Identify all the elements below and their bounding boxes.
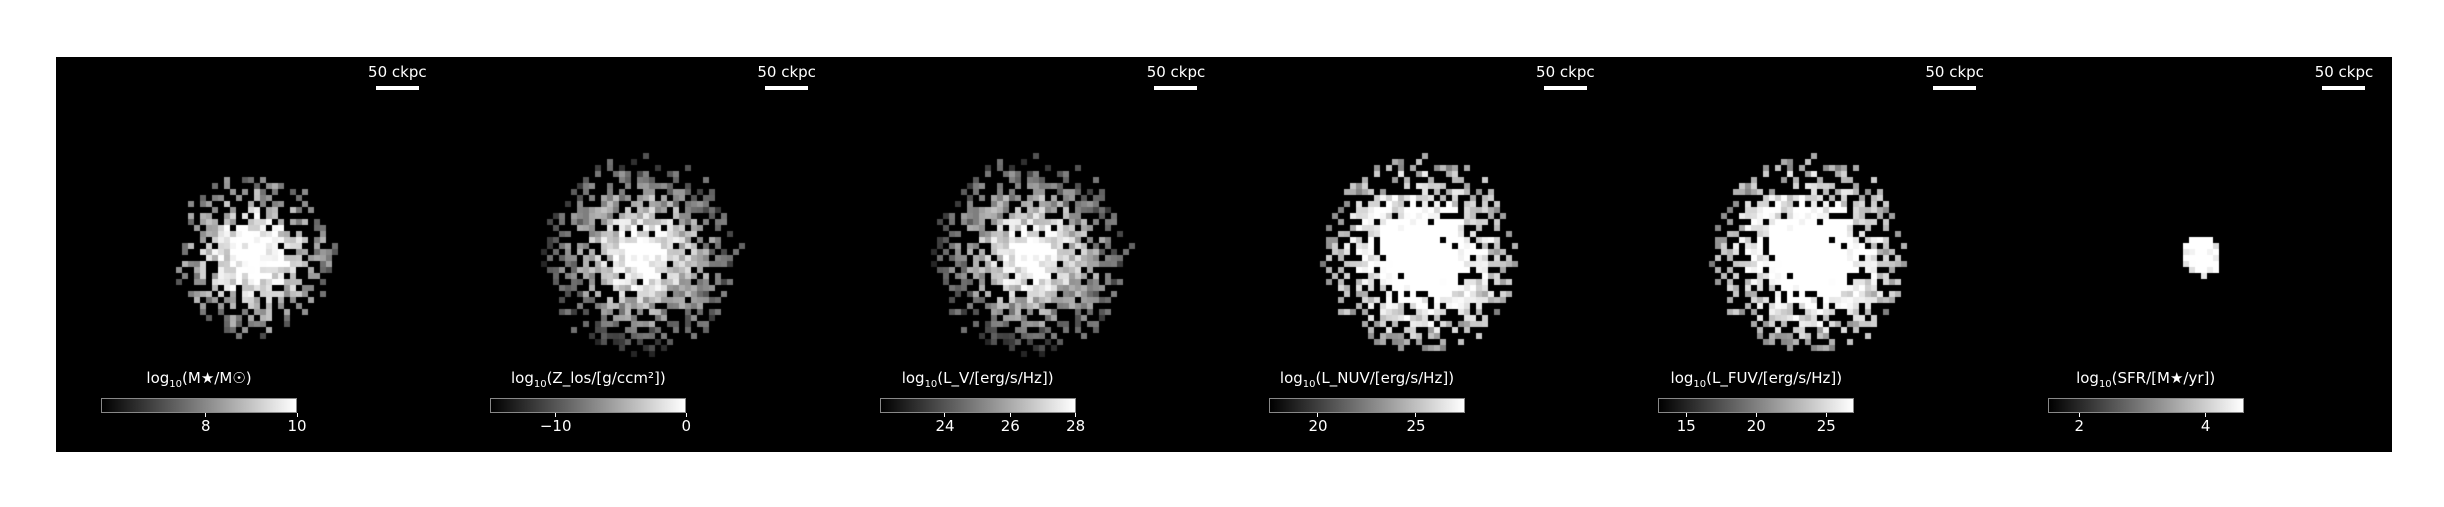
scale-bar-line <box>765 86 809 90</box>
colorbar-tick: 8 <box>186 413 226 435</box>
colorbar-tick-mark <box>296 413 298 417</box>
scale-bar-label: 50 ckpc <box>1536 63 1595 81</box>
colorbar-tick-mark <box>2205 413 2207 417</box>
scale-bar: 50 ckpc <box>1146 63 1206 90</box>
colorbar-tick: 20 <box>1298 413 1338 435</box>
colorbar-tick-label: 20 <box>1746 417 1766 435</box>
colorbar-label: log10(L_FUV/[erg/s/Hz]) <box>1670 369 1843 390</box>
colorbar-gradient <box>2047 398 2244 413</box>
colorbar-ticks: 15 20 25 <box>1658 413 1854 435</box>
scale-bar-label: 50 ckpc <box>1925 63 1984 81</box>
scale-bar: 50 ckpc <box>367 63 427 90</box>
image-strip: 50 ckpc log10(M★/M☉) 8 10 50 ckpc log10(Z… <box>56 57 2392 452</box>
colorbar-tick-label: 8 <box>201 417 211 435</box>
galaxy-map-image <box>445 57 835 452</box>
colorbar: log10(L_FUV/[erg/s/Hz]) 15 20 25 <box>1658 369 1855 435</box>
colorbar-ticks: 20 25 <box>1269 413 1465 435</box>
colorbar-label: log10(M★/M☉) <box>146 369 252 390</box>
colorbar-ticks: 24 26 28 <box>880 413 1085 435</box>
colorbar-tick-label: 26 <box>1000 417 1020 435</box>
colorbar: log10(L_V/[erg/s/Hz]) 24 26 28 <box>879 369 1085 435</box>
colorbar-tick: −10 <box>536 413 576 435</box>
colorbar-gradient <box>101 398 297 413</box>
scale-bar-line <box>2322 86 2366 90</box>
galaxy-map-image <box>834 57 1224 452</box>
colorbar-tick-mark <box>1009 413 1011 417</box>
scale-bar-line <box>375 86 419 90</box>
map-panel-metallicity: 50 ckpc log10(Z_los/[g/ccm²]) −10 0 <box>445 57 835 452</box>
scale-bar-line <box>1933 86 1977 90</box>
scale-bar: 50 ckpc <box>2314 63 2374 90</box>
colorbar-label: log10(SFR/[M★/yr]) <box>2076 369 2216 390</box>
colorbar-label: log10(Z_los/[g/ccm²]) <box>510 369 666 390</box>
scale-bar-label: 50 ckpc <box>757 63 816 81</box>
colorbar: log10(Z_los/[g/ccm²]) −10 0 <box>490 369 691 435</box>
colorbar-tick-label: 25 <box>1406 417 1426 435</box>
colorbar-label: log10(L_NUV/[erg/s/Hz]) <box>1279 369 1455 390</box>
colorbar-tick-mark <box>1755 413 1757 417</box>
colorbar-tick: 26 <box>990 413 1030 435</box>
colorbar: log10(M★/M☉) 8 10 <box>101 369 307 435</box>
colorbar-tick-label: 4 <box>2200 417 2211 435</box>
colorbar-tick-mark <box>1075 413 1077 417</box>
scale-bar-line <box>1543 86 1587 90</box>
colorbar-label: log10(L_V/[erg/s/Hz]) <box>901 369 1054 390</box>
colorbar-tick: 4 <box>2186 413 2226 435</box>
colorbar-ticks: −10 0 <box>490 413 691 435</box>
scale-bar-label: 50 ckpc <box>2314 63 2374 81</box>
scale-bar-label: 50 ckpc <box>1146 63 1206 81</box>
map-panel-luminosity-v: 50 ckpc log10(L_V/[erg/s/Hz]) 24 26 28 <box>834 57 1224 452</box>
colorbar-tick: 20 <box>1736 413 1776 435</box>
galaxy-map-image <box>1613 57 2003 452</box>
colorbar-tick-mark <box>555 413 557 417</box>
colorbar-tick-label: 28 <box>1066 417 1086 435</box>
colorbar-tick-label: 2 <box>2074 417 2085 435</box>
colorbar-tick-label: 15 <box>1676 417 1696 435</box>
colorbar-tick-mark <box>685 413 687 417</box>
colorbar-tick: 28 <box>1056 413 1096 435</box>
colorbar-tick-label: 0 <box>681 417 692 435</box>
colorbar: log10(L_NUV/[erg/s/Hz]) 20 25 <box>1268 369 1465 435</box>
galaxy-map-image <box>56 57 445 452</box>
colorbar-tick-mark <box>205 413 207 417</box>
colorbar-tick-label: 25 <box>1816 417 1836 435</box>
map-panel-stellar-mass: 50 ckpc log10(M★/M☉) 8 10 <box>56 57 446 452</box>
scale-bar: 50 ckpc <box>1925 63 1985 90</box>
colorbar-gradient <box>1268 398 1465 413</box>
map-panel-luminosity-fuv: 50 ckpc log10(L_FUV/[erg/s/Hz]) 15 20 25 <box>1613 57 2003 452</box>
map-panel-luminosity-nuv: 50 ckpc log10(L_NUV/[erg/s/Hz]) 20 25 <box>1223 57 1614 452</box>
colorbar-tick-mark <box>1825 413 1827 417</box>
colorbar-tick-mark <box>2078 413 2080 417</box>
colorbar-tick-mark <box>1685 413 1687 417</box>
colorbar-ticks: 8 10 <box>101 413 307 435</box>
colorbar-gradient <box>490 398 687 413</box>
colorbar-tick-label: 20 <box>1308 417 1328 435</box>
colorbar-tick: 25 <box>1806 413 1846 435</box>
colorbar-tick: 15 <box>1666 413 1706 435</box>
galaxy-map-image <box>2002 57 2392 452</box>
colorbar-tick: 2 <box>2059 413 2099 435</box>
galaxy-map-image <box>1223 57 1613 452</box>
colorbar-gradient <box>1658 398 1855 413</box>
colorbar-tick-label: −10 <box>539 417 572 435</box>
colorbar-tick: 0 <box>666 413 706 435</box>
colorbar-tick-mark <box>1415 413 1417 417</box>
colorbar-tick: 10 <box>277 413 317 435</box>
colorbar-tick: 25 <box>1396 413 1436 435</box>
colorbar-tick: 24 <box>925 413 965 435</box>
scale-bar: 50 ckpc <box>757 63 817 90</box>
colorbar-tick-label: 10 <box>287 417 307 435</box>
colorbar-tick-mark <box>1317 413 1319 417</box>
scale-bar-label: 50 ckpc <box>368 63 427 81</box>
scale-bar-line <box>1154 86 1198 90</box>
scale-bar: 50 ckpc <box>1535 63 1595 90</box>
colorbar-gradient <box>879 398 1076 413</box>
colorbar-tick-label: 24 <box>935 417 955 435</box>
colorbar-tick-mark <box>944 413 946 417</box>
